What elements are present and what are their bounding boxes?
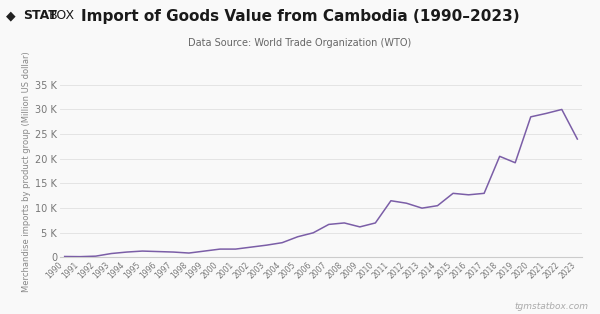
Text: ◆: ◆ bbox=[6, 9, 20, 22]
Text: Import of Goods Value from Cambodia (1990–2023): Import of Goods Value from Cambodia (199… bbox=[80, 9, 520, 24]
Y-axis label: Merchandise imports by product group (Million US dollar): Merchandise imports by product group (Mi… bbox=[22, 51, 31, 291]
Text: Data Source: World Trade Organization (WTO): Data Source: World Trade Organization (W… bbox=[188, 38, 412, 48]
Text: BOX: BOX bbox=[49, 9, 76, 22]
Text: tgmstatbox.com: tgmstatbox.com bbox=[514, 302, 588, 311]
Text: STAT: STAT bbox=[23, 9, 56, 22]
